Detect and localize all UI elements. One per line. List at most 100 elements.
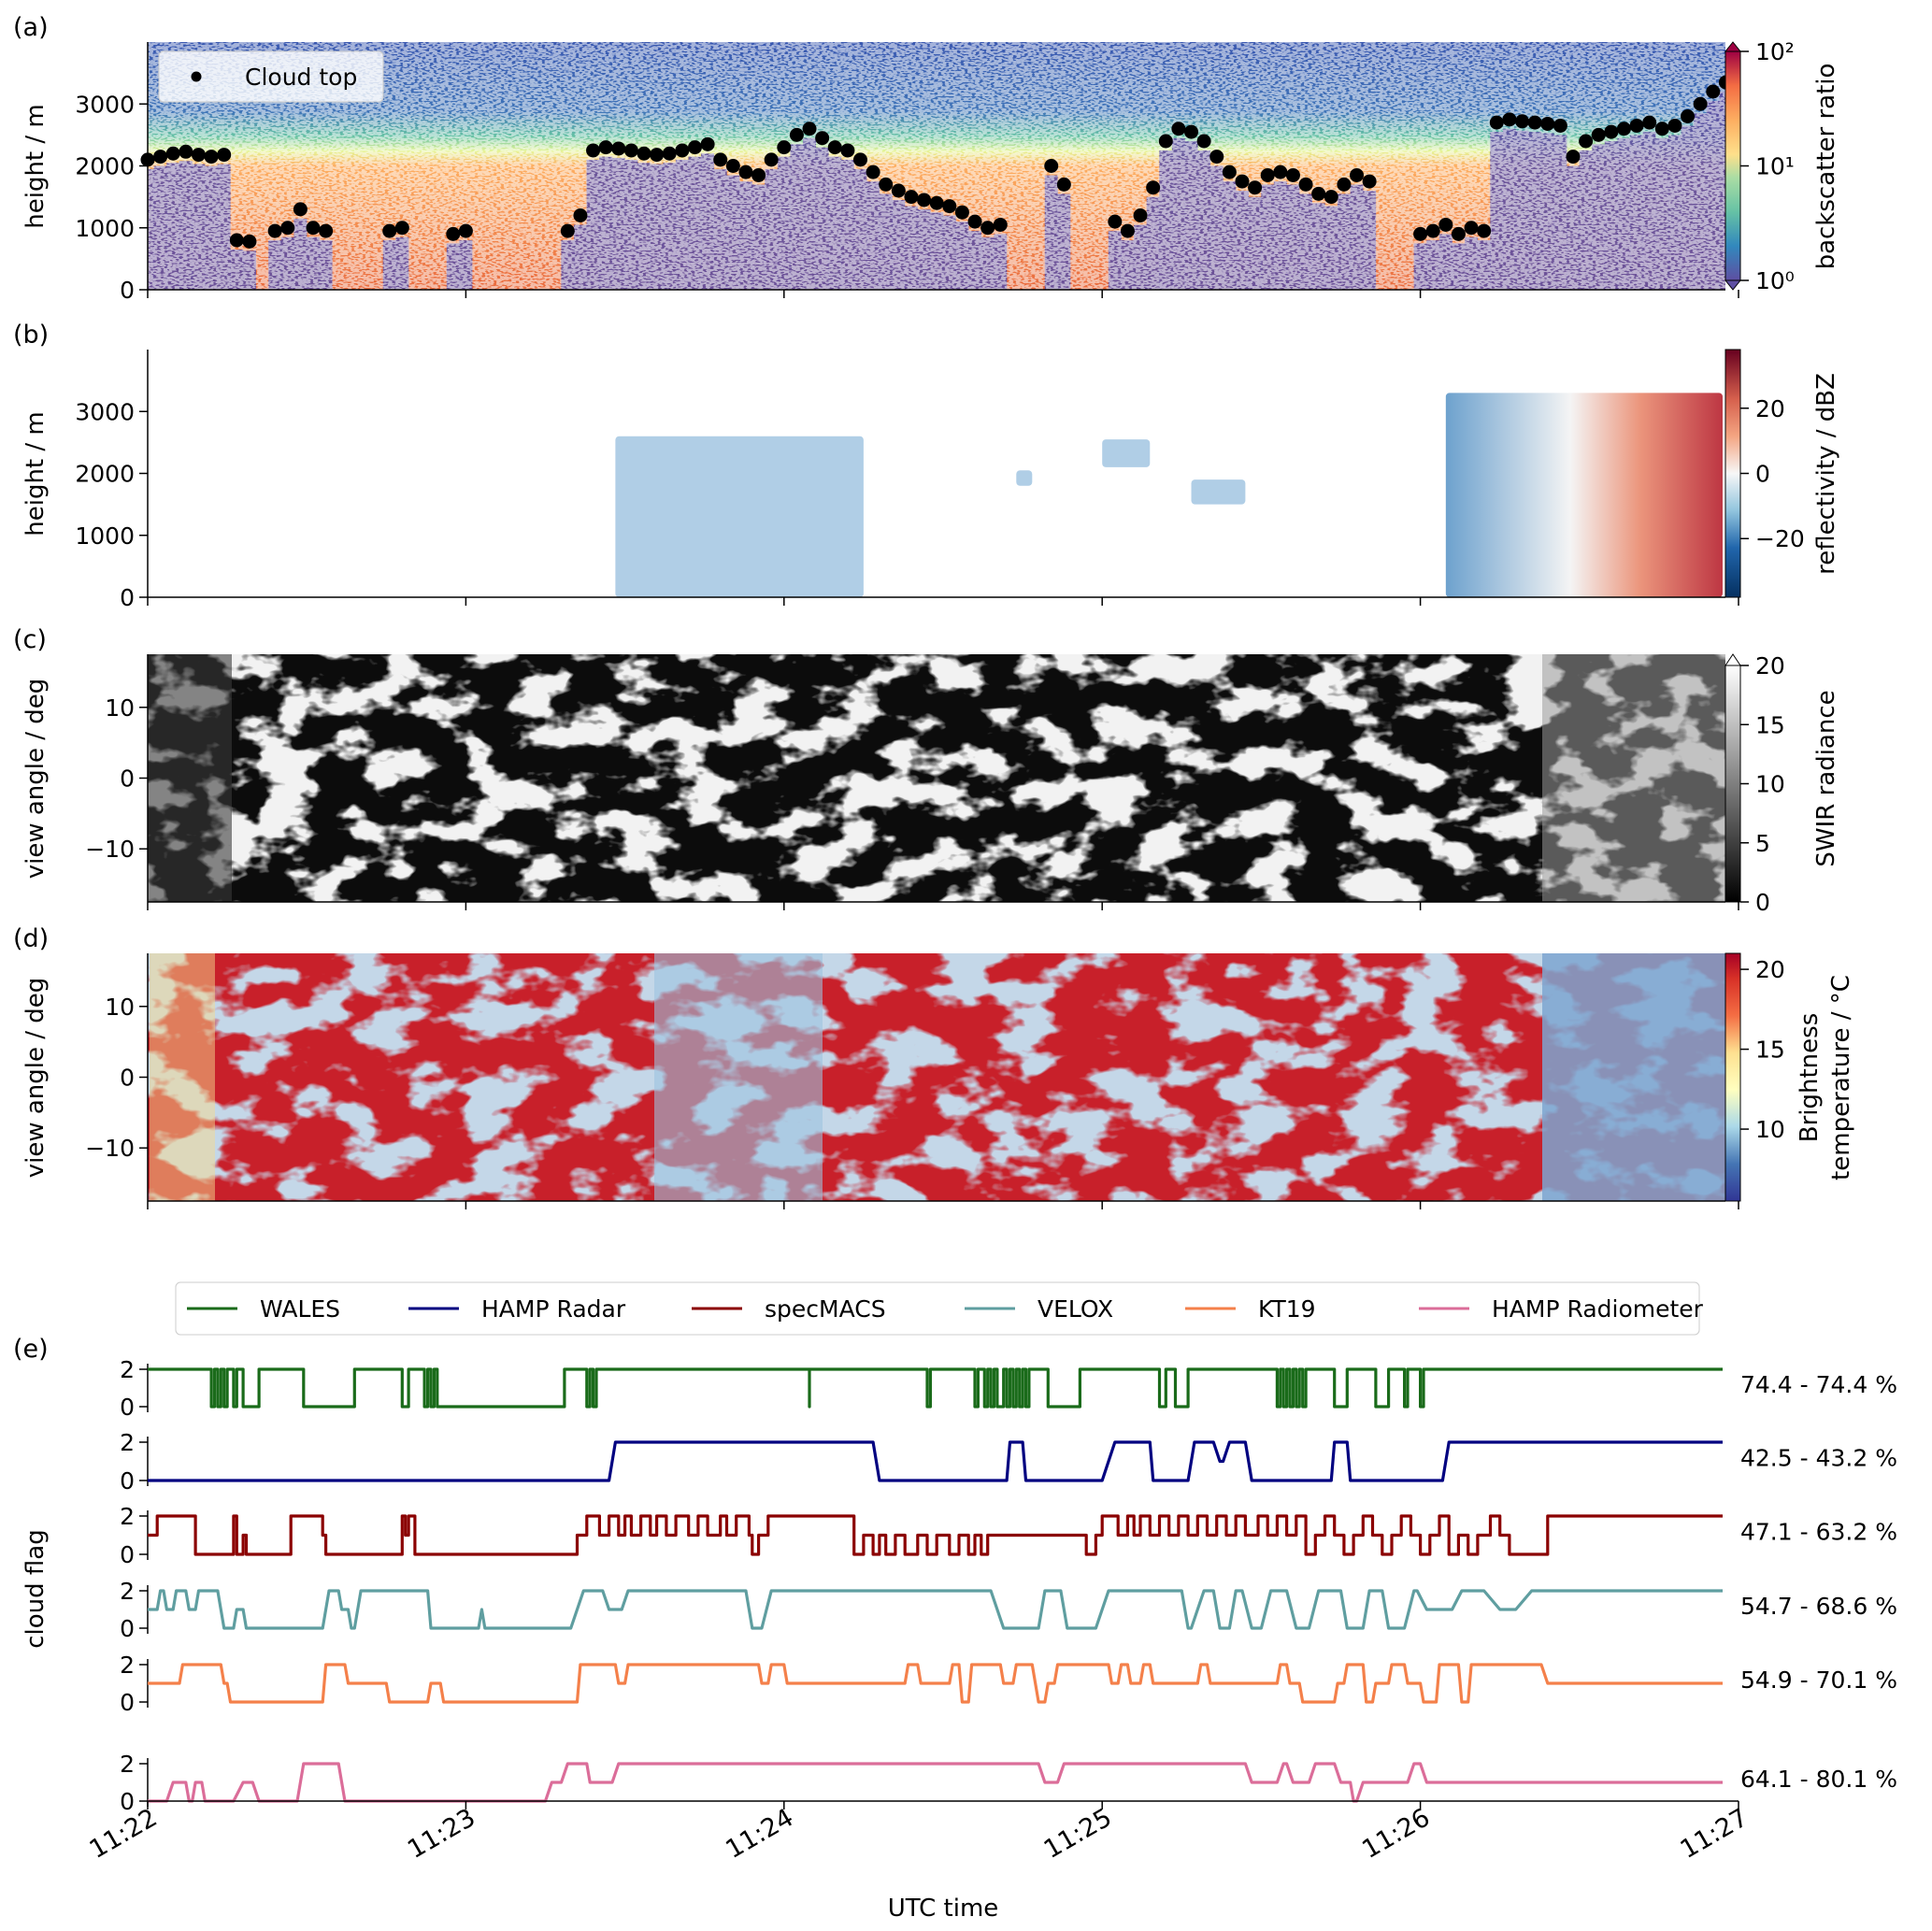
ylabel-e: cloud flag [21, 1529, 50, 1649]
cloud-top-marker [954, 205, 969, 220]
cloud-flag-line [148, 1762, 1723, 1803]
y-axis-a: 0 1000 2000 3000 [75, 91, 148, 304]
swir-image [148, 654, 1725, 902]
cloud-flag-row: 2 0 42.5 - 43.2 % [120, 1429, 1897, 1495]
x-ticks-c [147, 902, 1739, 910]
cloud-top-markers [140, 75, 1733, 249]
cloud-top-marker [1158, 134, 1173, 149]
cloud-top-marker [1667, 118, 1682, 133]
cloud-flag-line [148, 1514, 1723, 1556]
y-tick-label: 2 [120, 1652, 135, 1679]
cloud-top-marker [815, 131, 830, 146]
cloud-top-marker [827, 140, 842, 155]
y-tick-label: 2 [120, 1429, 135, 1456]
cloud-top-marker [917, 193, 932, 207]
cloud-top-marker [725, 159, 740, 173]
x-tick-label: 11:26 [1357, 1803, 1435, 1865]
cloud-top-marker [1196, 134, 1211, 149]
cloud-top-marker [675, 143, 690, 158]
colorbar-a-label: backscatter ratio [1812, 64, 1840, 270]
x-tick-label: 11:27 [1676, 1803, 1753, 1865]
cloud-top-marker [446, 226, 461, 241]
cloud-flag-row: 2 0 64.1 - 80.1 % [120, 1751, 1897, 1815]
y-tick-label: 2000 [75, 153, 135, 180]
cloud-top-marker [980, 221, 995, 236]
cloud-top-marker [623, 143, 638, 158]
cloud-top-marker [560, 223, 575, 238]
colorbar-tick-label: 15 [1755, 711, 1785, 738]
colorbar-tick-label: 10⁰ [1755, 267, 1795, 294]
cloud-top-marker [1413, 226, 1428, 241]
y-tick-label: 2 [120, 1356, 135, 1383]
cloud-top-marker [573, 208, 588, 222]
cloud-top-marker [611, 141, 626, 156]
cloud-top-marker [852, 152, 867, 167]
cloud-fraction-label: 54.9 - 70.1 % [1740, 1666, 1897, 1694]
cloud-top-marker [1044, 159, 1059, 173]
y-axis-c: 10 0 −10 [85, 694, 148, 863]
cloud-top-marker [879, 177, 894, 192]
y-tick-label: 3000 [75, 398, 135, 425]
cloud-top-marker [1146, 180, 1161, 195]
backscatter-image [148, 42, 1725, 290]
colorbar-d: 10 15 20 Brightness temperature / °C [1724, 952, 1855, 1202]
y-tick-label: 0 [120, 277, 135, 304]
panel-b-letter: (b) [13, 321, 49, 350]
cloud-flag-row: 2 0 74.4 - 74.4 % [120, 1356, 1897, 1421]
cloud-top-marker [586, 143, 601, 158]
panel-d-letter: (d) [13, 924, 49, 953]
cloud-top-marker [165, 146, 180, 161]
colorbar-tick-label: 10 [1755, 771, 1785, 798]
y-tick-label: 2 [120, 1503, 135, 1530]
legend-cloud-top-label: Cloud top [245, 64, 357, 91]
cloud-top-marker [1477, 223, 1492, 238]
radar-echo [1102, 439, 1151, 467]
cloud-top-marker [1108, 214, 1123, 229]
radar-echo [1191, 479, 1246, 505]
colorbar-tick-label: −20 [1755, 525, 1805, 552]
colorbar-tick-label: 20 [1755, 395, 1785, 422]
cloud-fraction-label: 54.7 - 68.6 % [1740, 1593, 1897, 1620]
y-tick-label: 0 [120, 1689, 135, 1716]
cloud-top-marker [738, 164, 753, 179]
cloud-top-marker [904, 190, 919, 205]
cloud-top-marker [1324, 190, 1338, 205]
colorbar-tick-label: 10¹ [1755, 153, 1795, 180]
panel-a-letter: (a) [13, 13, 49, 42]
legend-entry: HAMP Radiometer [1492, 1295, 1704, 1323]
cloud-top-marker [1693, 96, 1708, 111]
cloud-top-marker [1209, 150, 1224, 164]
cloud-top-marker [700, 136, 715, 151]
brightness-temperature-image [148, 953, 1725, 1201]
x-ticks-d [147, 1201, 1739, 1209]
cloud-flag-row: 2 0 54.7 - 68.6 % [120, 1578, 1897, 1642]
y-tick-label: 0 [120, 765, 135, 793]
legend-a: Cloud top [158, 50, 384, 103]
x-tick-label: 11:25 [1039, 1803, 1117, 1865]
cloud-top-marker [1248, 180, 1263, 195]
cloud-fraction-label: 74.4 - 74.4 % [1740, 1371, 1897, 1398]
panel-e-letter: (e) [13, 1335, 49, 1364]
cloud-top-marker [458, 223, 473, 238]
colorbar-b: 20 0 −20 reflectivity / dBZ [1724, 349, 1840, 598]
cloud-top-marker [777, 140, 792, 155]
y-tick-label: 10 [105, 994, 135, 1021]
panel-c: 10 0 −10 view angle / deg 0 5 10 15 20 SWIR ra… [21, 652, 1840, 916]
y-tick-label: 0 [120, 1394, 135, 1421]
cloud-top-marker [1337, 177, 1352, 192]
ylabel-b: height / m [21, 411, 50, 536]
cloud-top-marker [179, 144, 193, 159]
cloud-top-marker [637, 146, 651, 161]
cloud-top-marker [1438, 217, 1453, 232]
cloud-top-marker [1553, 118, 1567, 133]
cloud-top-marker [191, 148, 206, 163]
colorbar-tick-label: 15 [1755, 1037, 1785, 1064]
cloud-top-marker [1056, 177, 1071, 192]
y-tick-label: −10 [85, 1135, 135, 1162]
cloud-top-marker [394, 221, 409, 236]
cloud-top-marker [1706, 84, 1721, 99]
cloud-top-marker [1298, 177, 1313, 192]
cloud-top-marker [1579, 134, 1594, 149]
ylabel-c: view angle / deg [21, 679, 50, 880]
